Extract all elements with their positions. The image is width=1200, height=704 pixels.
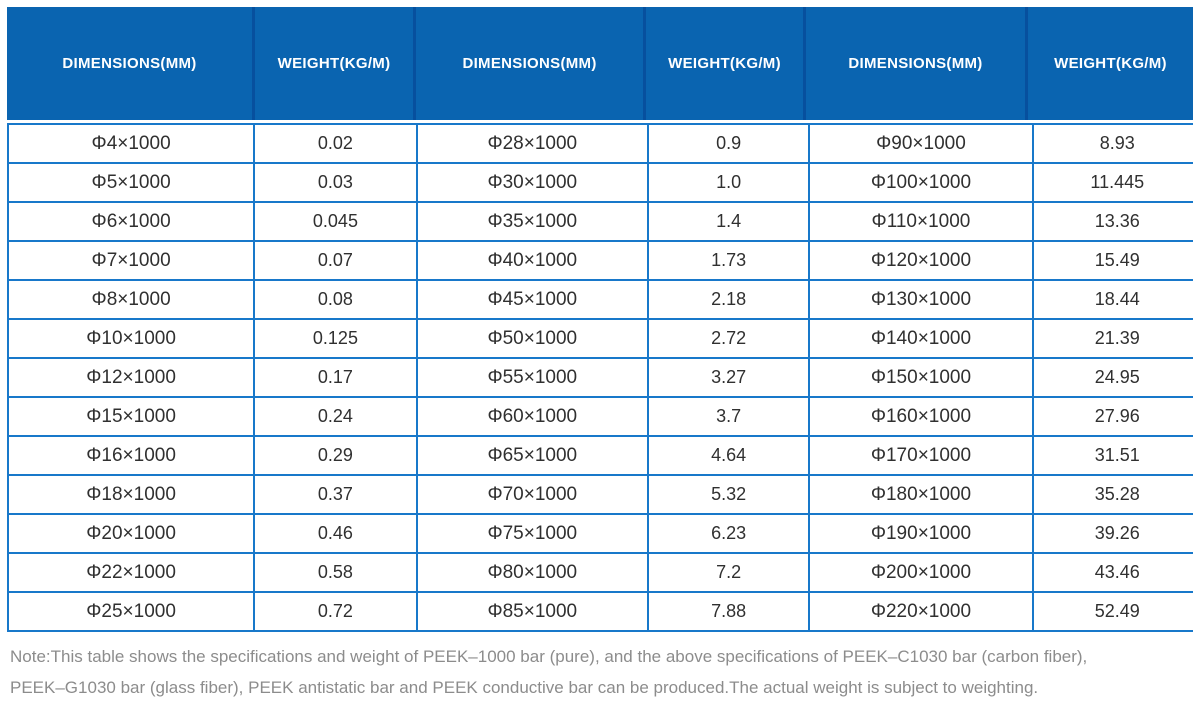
weight-cell: 3.27 <box>648 359 809 396</box>
weight-cell: 2.72 <box>648 320 809 357</box>
weight-cell: 0.07 <box>255 242 416 279</box>
dimension-cell: Φ85×1000 <box>417 593 647 630</box>
table-body: Φ4×1000 0.02 Φ28×1000 0.9 Φ90×1000 8.93 Φ5×100… <box>7 123 1200 632</box>
weight-cell: 0.03 <box>255 164 416 201</box>
weight-cell: 24.95 <box>1033 359 1200 396</box>
dimension-cell: Φ28×1000 <box>417 125 647 162</box>
table-header-row: DIMENSIONS(MM) WEIGHT(KG/M) DIMENSIONS(M… <box>7 7 1193 120</box>
weight-cell: 7.2 <box>648 554 809 591</box>
dimension-cell: Φ40×1000 <box>417 242 647 279</box>
weight-cell: 0.125 <box>255 320 416 357</box>
weight-cell: 0.72 <box>255 593 416 630</box>
dimension-cell: Φ65×1000 <box>417 437 647 474</box>
dimension-cell: Φ45×1000 <box>417 281 647 318</box>
weight-cell: 21.39 <box>1033 320 1200 357</box>
table-note: Note:This table shows the specifications… <box>10 641 1190 703</box>
dimension-cell: Φ5×1000 <box>9 164 254 201</box>
weight-cell: 31.51 <box>1033 437 1200 474</box>
dimension-cell: Φ18×1000 <box>9 476 254 513</box>
dimension-cell: Φ30×1000 <box>417 164 647 201</box>
weight-cell: 13.36 <box>1033 203 1200 240</box>
peek-bar-spec-table: DIMENSIONS(MM) WEIGHT(KG/M) DIMENSIONS(M… <box>7 7 1200 632</box>
weight-cell: 0.37 <box>255 476 416 513</box>
weight-cell: 0.58 <box>255 554 416 591</box>
dimension-cell: Φ15×1000 <box>9 398 254 435</box>
dimension-cell: Φ75×1000 <box>417 515 647 552</box>
dimension-cell: Φ7×1000 <box>9 242 254 279</box>
dimension-cell: Φ100×1000 <box>810 164 1032 201</box>
dimension-cell: Φ150×1000 <box>810 359 1032 396</box>
weight-cell: 0.02 <box>255 125 416 162</box>
header-weight-2: WEIGHT(KG/M) <box>643 7 803 120</box>
header-dimensions-2: DIMENSIONS(MM) <box>413 7 643 120</box>
dimension-cell: Φ35×1000 <box>417 203 647 240</box>
weight-cell: 18.44 <box>1033 281 1200 318</box>
weight-cell: 5.32 <box>648 476 809 513</box>
header-dimensions-1: DIMENSIONS(MM) <box>62 55 197 72</box>
weight-cell: 0.045 <box>255 203 416 240</box>
weight-cell: 0.17 <box>255 359 416 396</box>
weight-cell: 7.88 <box>648 593 809 630</box>
dimension-cell: Φ190×1000 <box>810 515 1032 552</box>
weight-cell: 27.96 <box>1033 398 1200 435</box>
dimension-cell: Φ120×1000 <box>810 242 1032 279</box>
dimension-cell: Φ20×1000 <box>9 515 254 552</box>
dimension-cell: Φ16×1000 <box>9 437 254 474</box>
dimension-cell: Φ130×1000 <box>810 281 1032 318</box>
weight-cell: 2.18 <box>648 281 809 318</box>
dimension-cell: Φ8×1000 <box>9 281 254 318</box>
weight-cell: 52.49 <box>1033 593 1200 630</box>
dimension-cell: Φ10×1000 <box>9 320 254 357</box>
dimension-cell: Φ200×1000 <box>810 554 1032 591</box>
note-line-1: Note:This table shows the specifications… <box>10 647 1088 666</box>
dimension-cell: Φ12×1000 <box>9 359 254 396</box>
weight-cell: 1.73 <box>648 242 809 279</box>
weight-cell: 4.64 <box>648 437 809 474</box>
weight-cell: 15.49 <box>1033 242 1200 279</box>
header-weight-1: WEIGHT(KG/M) <box>252 7 413 120</box>
note-line-2: PEEK–G1030 bar (glass fiber), PEEK antis… <box>10 678 1039 697</box>
weight-cell: 0.08 <box>255 281 416 318</box>
dimension-cell: Φ180×1000 <box>810 476 1032 513</box>
dimension-cell: Φ170×1000 <box>810 437 1032 474</box>
dimension-cell: Φ50×1000 <box>417 320 647 357</box>
header-weight-3: WEIGHT(KG/M) <box>1025 7 1193 120</box>
dimension-cell: Φ55×1000 <box>417 359 647 396</box>
weight-cell: 35.28 <box>1033 476 1200 513</box>
dimension-cell: Φ60×1000 <box>417 398 647 435</box>
dimension-cell: Φ22×1000 <box>9 554 254 591</box>
dimension-cell: Φ220×1000 <box>810 593 1032 630</box>
dimension-cell: Φ140×1000 <box>810 320 1032 357</box>
weight-cell: 3.7 <box>648 398 809 435</box>
dimension-cell: Φ4×1000 <box>9 125 254 162</box>
dimension-cell: Φ90×1000 <box>810 125 1032 162</box>
dimension-cell: Φ25×1000 <box>9 593 254 630</box>
dimension-cell: Φ70×1000 <box>417 476 647 513</box>
weight-cell: 6.23 <box>648 515 809 552</box>
weight-cell: 0.9 <box>648 125 809 162</box>
dimension-cell: Φ110×1000 <box>810 203 1032 240</box>
weight-cell: 0.46 <box>255 515 416 552</box>
weight-cell: 1.4 <box>648 203 809 240</box>
dimension-cell: Φ6×1000 <box>9 203 254 240</box>
weight-cell: 1.0 <box>648 164 809 201</box>
header-dimensions-3: DIMENSIONS(MM) <box>803 7 1025 120</box>
weight-cell: 43.46 <box>1033 554 1200 591</box>
weight-cell: 0.24 <box>255 398 416 435</box>
dimension-cell: Φ160×1000 <box>810 398 1032 435</box>
weight-cell: 8.93 <box>1033 125 1200 162</box>
dimension-cell: Φ80×1000 <box>417 554 647 591</box>
weight-cell: 39.26 <box>1033 515 1200 552</box>
weight-cell: 11.445 <box>1033 164 1200 201</box>
weight-cell: 0.29 <box>255 437 416 474</box>
